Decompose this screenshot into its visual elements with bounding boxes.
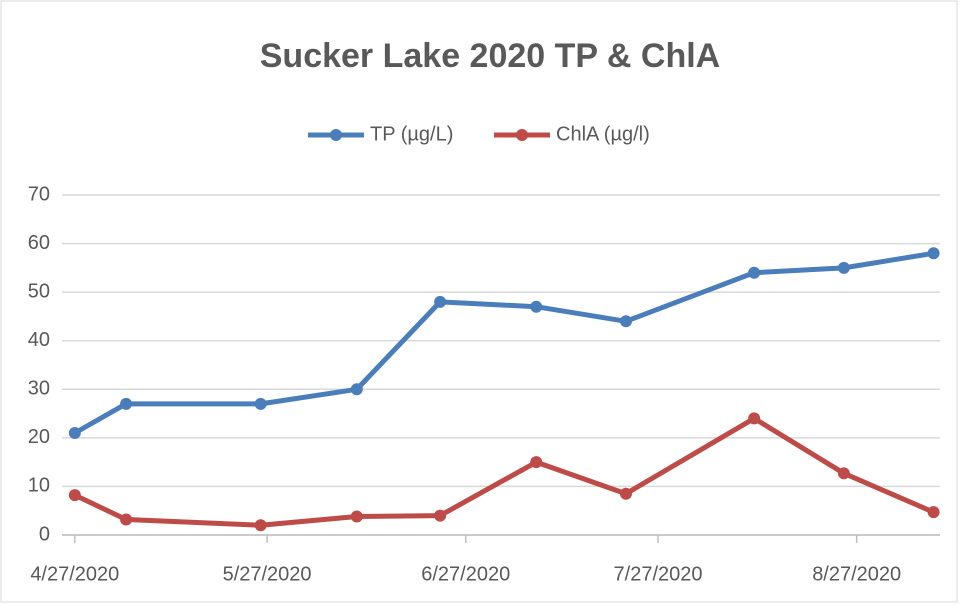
x-tick-label: 5/27/2020 bbox=[223, 563, 312, 585]
data-point bbox=[619, 487, 632, 500]
legend-label: TP (µg/L) bbox=[370, 123, 453, 145]
data-point bbox=[434, 295, 447, 308]
legend-marker bbox=[516, 129, 528, 141]
data-point bbox=[434, 509, 447, 522]
data-point bbox=[350, 510, 363, 523]
data-point bbox=[748, 266, 761, 279]
data-point bbox=[927, 247, 940, 260]
y-tick-label: 10 bbox=[28, 475, 50, 497]
data-point bbox=[927, 506, 940, 519]
data-point bbox=[68, 427, 81, 439]
data-point bbox=[120, 397, 133, 410]
data-point bbox=[837, 261, 850, 274]
data-point bbox=[254, 397, 267, 410]
legend-label: ChlA (µg/l) bbox=[556, 123, 650, 145]
series-line bbox=[73, 250, 934, 436]
y-tick-label: 30 bbox=[28, 378, 50, 400]
y-tick-label: 20 bbox=[28, 426, 50, 448]
data-point bbox=[120, 513, 133, 526]
y-tick-label: 0 bbox=[39, 523, 50, 545]
y-tick-label: 70 bbox=[28, 183, 50, 205]
data-point bbox=[68, 489, 81, 502]
series-line bbox=[73, 415, 935, 528]
legend-marker bbox=[330, 129, 342, 141]
x-tick-label: 4/27/2020 bbox=[30, 563, 119, 585]
x-tick-label: 6/27/2020 bbox=[421, 563, 510, 585]
data-point bbox=[748, 412, 761, 425]
y-tick-label: 60 bbox=[28, 232, 50, 254]
data-point bbox=[530, 300, 543, 313]
data-point bbox=[350, 383, 363, 396]
data-point bbox=[837, 467, 850, 480]
x-tick-label: 8/27/2020 bbox=[812, 563, 901, 585]
chart-title: Sucker Lake 2020 TP & ChlA bbox=[260, 37, 720, 75]
data-point bbox=[530, 456, 543, 469]
data-point bbox=[254, 519, 267, 532]
x-tick-label: 7/27/2020 bbox=[614, 563, 703, 585]
y-tick-label: 50 bbox=[28, 280, 50, 302]
data-point bbox=[619, 315, 632, 328]
y-tick-label: 40 bbox=[28, 329, 50, 351]
